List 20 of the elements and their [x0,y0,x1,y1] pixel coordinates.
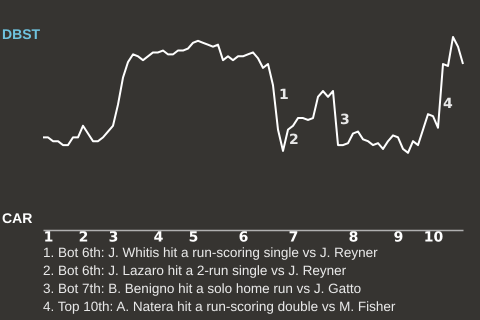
x-tick-label: 6 [238,230,248,246]
text: 3. Bot 7th: B. Benigno hit a solo home run vs J. Gatto [43,280,362,298]
text: 1. Bot 6th: J. Whitis hit a run-scoring single vs J. Reyner [43,244,379,262]
x-tick-label: 5 [188,230,198,246]
x-tick-label: 7 [288,230,298,246]
text: 2. Bot 6th: J. Lazaro hit a 2-run single vs J. Reyner [43,262,348,280]
annotation: 2 [289,132,299,148]
x-tick-label: 10 [424,230,444,246]
text: CAR [2,210,32,226]
x-tick-label: 1 [44,230,54,246]
annotation: 4 [443,96,453,112]
x-tick-label: 2 [78,230,88,246]
text: 4. Top 10th: A. Natera hit a run-scoring double vs M. Fisher [43,298,396,316]
x-tick-label: 4 [154,230,164,246]
text: DBST [2,26,40,42]
annotation: 1 [279,87,289,103]
x-tick-label: 8 [348,230,358,246]
x-tick-label: 9 [394,230,404,246]
annotation: 3 [340,112,350,128]
x-tick-label: 3 [108,230,118,246]
